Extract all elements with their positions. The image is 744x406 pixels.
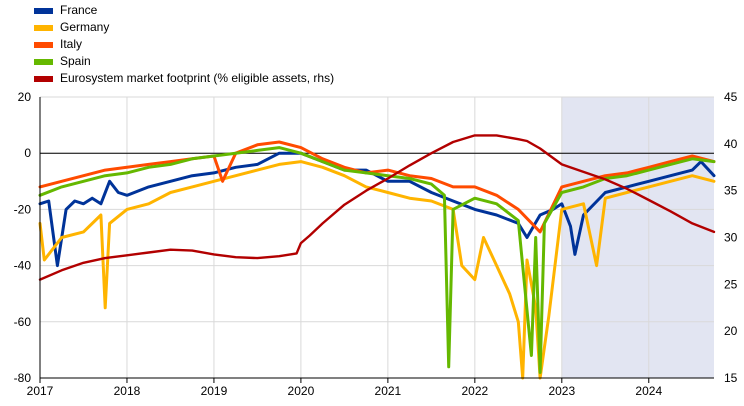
y-left-tick-label: -60 bbox=[14, 315, 32, 329]
legend-swatch bbox=[34, 58, 53, 65]
y-left-tick-label: -80 bbox=[14, 371, 32, 385]
series-layer bbox=[38, 134, 716, 380]
legend-item-4: Eurosystem market footprint (% eligible … bbox=[34, 70, 334, 87]
y-right-tick-label: 20 bbox=[724, 324, 738, 338]
axis-layer: 2017 2018 2019 2020 2021 2022 2023 2024 20 0 -20 -4… bbox=[14, 90, 738, 398]
x-tick-label: 2020 bbox=[288, 384, 315, 398]
legend-swatch bbox=[34, 41, 53, 48]
x-tick-label: 2022 bbox=[461, 384, 488, 398]
legend-item-1: Germany bbox=[34, 19, 334, 36]
legend: France Germany Italy Spain Eurosystem market… bbox=[34, 2, 334, 87]
y-right-tick-label: 30 bbox=[724, 231, 738, 245]
y-left-tick-label: -40 bbox=[14, 259, 32, 273]
x-tick-label: 2024 bbox=[635, 384, 662, 398]
x-tick-label: 2017 bbox=[27, 384, 54, 398]
series-line-1 bbox=[38, 160, 716, 380]
x-tick-label: 2019 bbox=[201, 384, 228, 398]
legend-label: Eurosystem market footprint (% eligible … bbox=[60, 71, 335, 85]
legend-label: France bbox=[60, 3, 98, 17]
legend-label: Germany bbox=[60, 20, 110, 34]
y-right-tick-label: 35 bbox=[724, 184, 738, 198]
legend-swatch bbox=[34, 7, 53, 14]
y-right-tick-label: 45 bbox=[724, 90, 738, 104]
legend-swatch bbox=[34, 24, 53, 31]
y-left-tick-label: -20 bbox=[14, 202, 32, 216]
series-line-3 bbox=[38, 146, 716, 374]
x-tick-label: 2018 bbox=[114, 384, 141, 398]
forecast-shading bbox=[561, 97, 714, 378]
legend-item-3: Spain bbox=[34, 53, 334, 70]
legend-label: Italy bbox=[60, 37, 83, 51]
x-tick-label: 2021 bbox=[375, 384, 402, 398]
y-right-tick-label: 25 bbox=[724, 277, 738, 291]
series-line-4 bbox=[38, 134, 716, 281]
legend-label: Spain bbox=[60, 54, 91, 68]
legend-swatch bbox=[34, 75, 53, 82]
y-right-tick-label: 15 bbox=[724, 371, 738, 385]
x-tick-label: 2023 bbox=[548, 384, 575, 398]
y-left-tick-label: 20 bbox=[18, 90, 32, 104]
legend-item-0: France bbox=[34, 2, 334, 19]
y-right-tick-label: 40 bbox=[724, 137, 738, 151]
y-left-tick-label: 0 bbox=[24, 146, 31, 160]
series-line-0 bbox=[38, 151, 716, 268]
legend-item-2: Italy bbox=[34, 36, 334, 53]
